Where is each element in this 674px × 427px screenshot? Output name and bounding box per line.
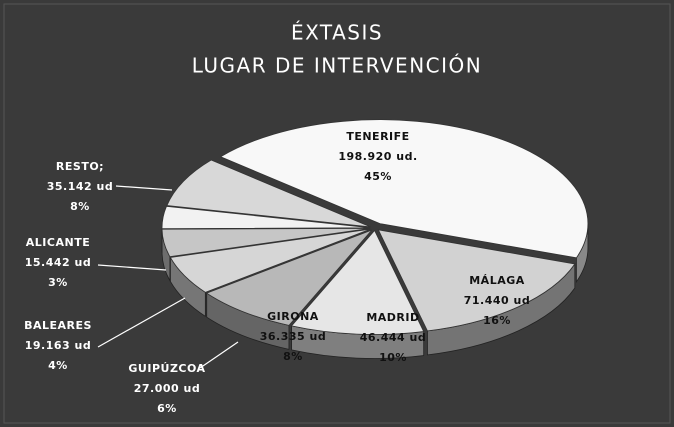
slice-label: ALICANTE	[26, 236, 90, 249]
chart-subtitle: LUGAR DE INTERVENCIÓN	[192, 54, 482, 78]
value-label: 35.142 ud	[47, 180, 113, 193]
leader-line	[97, 297, 186, 348]
percent-label: 10%	[379, 351, 407, 364]
slice	[161, 227, 371, 258]
frame	[3, 3, 671, 424]
percent-label: 6%	[157, 402, 177, 415]
value-label: 19.163 ud	[25, 339, 91, 352]
slice	[166, 159, 371, 228]
percent-label: 45%	[364, 170, 392, 183]
value-label: 27.000 ud	[134, 382, 200, 395]
slice-label: MÁLAGA	[469, 274, 525, 287]
percent-label: 3%	[48, 276, 68, 289]
slice-label: TENERIFE	[346, 130, 409, 143]
slice	[205, 229, 373, 326]
leader-line	[97, 264, 167, 271]
percent-label: 4%	[48, 359, 68, 372]
leader-line	[115, 185, 173, 191]
value-label: 198.920 ud.	[338, 150, 417, 163]
percent-label: 8%	[70, 200, 90, 213]
percent-label: 8%	[283, 350, 303, 363]
slice-label: RESTO;	[56, 160, 104, 173]
slice	[169, 228, 371, 293]
value-label: 71.440 ud	[464, 294, 530, 307]
slice	[219, 119, 589, 259]
slice	[161, 205, 371, 230]
slice	[290, 229, 425, 335]
slice-label: GUIPÚZCOA	[128, 362, 205, 375]
value-label: 36.335 ud	[260, 330, 326, 343]
value-label: 46.444 ud	[360, 331, 426, 344]
leader-line	[199, 341, 239, 369]
percent-label: 16%	[483, 314, 511, 327]
slice-label: GIRONA	[267, 310, 319, 323]
pie-tops	[161, 119, 589, 335]
value-label: 15.442 ud	[25, 256, 91, 269]
slice	[377, 229, 576, 332]
slice-label: BALEARES	[24, 319, 92, 332]
chart-title: ÉXTASIS	[291, 21, 383, 45]
slice-label: MADRID	[366, 311, 419, 324]
